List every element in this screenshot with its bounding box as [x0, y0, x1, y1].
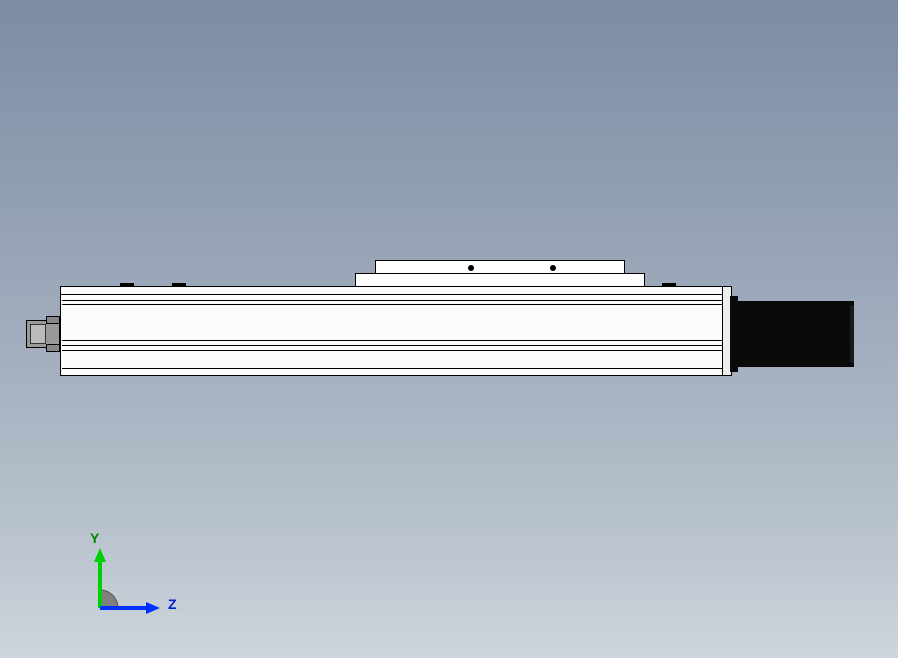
- rail-notch: [172, 283, 186, 286]
- z-axis-label: Z: [168, 596, 177, 612]
- motor-body: [736, 301, 854, 367]
- rail-profile-line: [62, 345, 728, 346]
- carriage-hole: [550, 265, 556, 271]
- rail-notch: [662, 283, 676, 286]
- left-shaft-bottom: [46, 344, 60, 352]
- coordinate-triad: [70, 540, 180, 640]
- actuator-main-body: [60, 294, 730, 376]
- carriage-top: [375, 260, 625, 274]
- rail-profile-line: [62, 340, 728, 341]
- left-shaft-top: [46, 316, 60, 324]
- left-end-inner: [30, 324, 46, 344]
- carriage-hole: [468, 265, 474, 271]
- carriage-base: [355, 273, 645, 287]
- rail-profile-line: [62, 368, 728, 369]
- y-axis-label: Y: [90, 530, 99, 546]
- cad-viewport[interactable]: Y Z: [0, 0, 898, 658]
- motor-endcap: [850, 305, 854, 363]
- rail-profile-line: [62, 304, 728, 305]
- rail-notch: [120, 283, 134, 286]
- rail-profile-line: [62, 350, 728, 351]
- rail-profile-line: [62, 300, 728, 301]
